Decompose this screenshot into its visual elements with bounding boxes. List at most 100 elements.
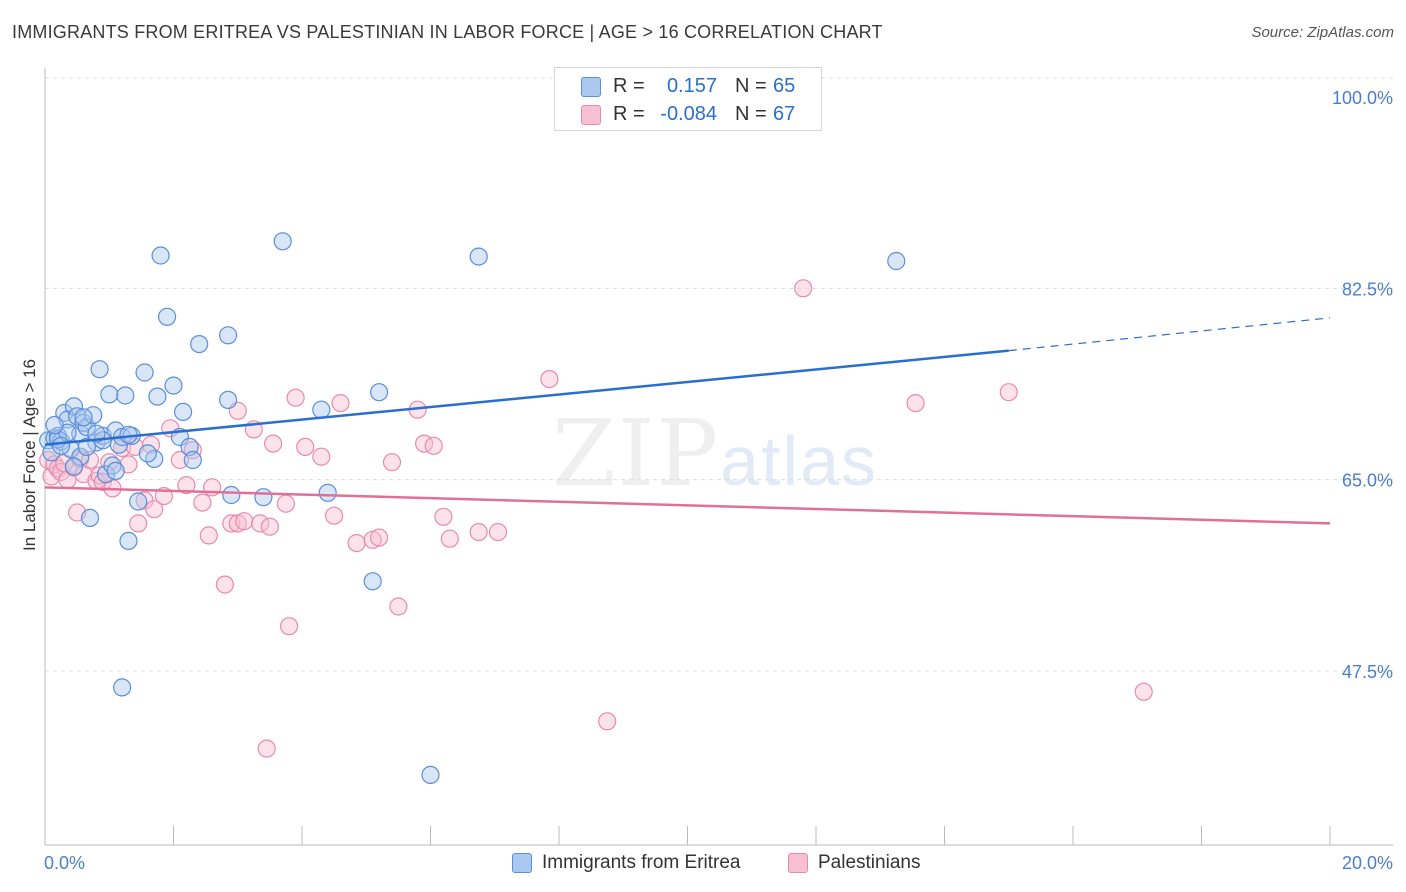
data-point <box>80 508 100 528</box>
data-point <box>273 232 292 251</box>
data-point <box>119 531 138 551</box>
data-point <box>106 461 125 480</box>
data-point <box>138 444 157 463</box>
data-point <box>260 517 279 536</box>
data-point <box>77 437 96 456</box>
data-point <box>469 247 488 266</box>
data-point <box>440 529 459 548</box>
data-point <box>183 441 202 460</box>
data-point <box>135 363 154 382</box>
data-point <box>100 385 119 404</box>
data-point <box>74 408 93 427</box>
data-point <box>174 402 193 421</box>
data-point <box>45 415 64 435</box>
y-tick-label: 82.5% <box>1342 279 1393 299</box>
data-point <box>145 500 164 519</box>
data-point <box>296 437 315 456</box>
watermark: ZIPatlas <box>552 400 878 507</box>
data-point <box>363 572 382 591</box>
legend-item-eritrea[interactable]: Immigrants from Eritrea <box>512 852 740 874</box>
legend-r-label: R = <box>613 102 645 125</box>
data-point <box>424 436 443 455</box>
series-palestinians <box>39 279 1153 758</box>
gridlines <box>45 77 1393 672</box>
trend-line-eritrea <box>44 349 1009 446</box>
legend-item-palestinians[interactable]: Palestinians <box>788 852 920 874</box>
data-point <box>389 597 408 616</box>
data-point <box>794 279 813 298</box>
data-point <box>347 533 366 553</box>
legend-r-value: -0.084 <box>660 102 717 125</box>
legend-swatch-pink <box>788 853 808 873</box>
data-point <box>421 765 440 785</box>
legend-n-value: 67 <box>773 102 796 125</box>
data-point <box>257 739 276 758</box>
data-point <box>151 246 170 265</box>
data-point <box>219 390 238 409</box>
data-point <box>129 514 148 533</box>
legend-swatch-blue <box>512 853 532 873</box>
legend-swatch-pink <box>581 105 601 125</box>
data-point <box>280 617 299 636</box>
legend-n-label: N = <box>735 102 767 125</box>
data-point <box>276 494 295 513</box>
data-point <box>90 360 109 379</box>
data-point <box>215 575 234 594</box>
data-point <box>222 485 241 505</box>
trend-lines <box>44 317 1331 525</box>
data-point <box>370 528 389 547</box>
data-point <box>264 434 283 453</box>
data-point <box>254 488 273 507</box>
axes <box>44 68 1393 846</box>
data-point <box>312 447 331 466</box>
data-point <box>71 447 90 466</box>
data-point <box>112 678 132 697</box>
legend-swatch-blue <box>581 77 601 97</box>
data-point <box>887 251 906 271</box>
data-point <box>331 394 350 413</box>
watermark-atlas: atlas <box>720 422 879 500</box>
data-point <box>235 512 254 531</box>
data-point <box>434 507 453 526</box>
series-legend: Immigrants from Eritrea Palestinians <box>0 852 1406 876</box>
trend-line-palestinians <box>44 486 1331 525</box>
data-point <box>64 457 84 476</box>
data-point <box>540 370 559 389</box>
data-point <box>158 307 177 326</box>
source-credit: Source: ZipAtlas.com <box>1251 24 1394 41</box>
data-point <box>598 712 617 731</box>
data-point <box>129 492 148 511</box>
data-point <box>286 388 305 407</box>
data-point <box>170 450 189 470</box>
data-point <box>87 424 106 443</box>
data-point <box>51 436 71 455</box>
legend-n-label: N = <box>735 74 767 97</box>
data-point <box>116 386 135 405</box>
correlation-legend: R = 0.157 N = 65 R = -0.084 N = 67 <box>554 67 822 131</box>
y-tick-label: 100.0% <box>1332 88 1393 108</box>
legend-n-value: 65 <box>773 74 796 97</box>
legend-r-label: R = <box>613 74 645 97</box>
data-point <box>469 522 488 542</box>
data-point <box>312 400 331 419</box>
data-point <box>103 456 122 475</box>
data-point <box>1134 682 1153 701</box>
tick-labels: 47.5% 65.0% 82.5% 100.0% 0.0% 20.0% <box>44 88 1393 873</box>
legend-label-eritrea: Immigrants from Eritrea <box>542 852 741 873</box>
data-point <box>193 493 212 512</box>
data-point <box>382 453 402 472</box>
chart-title: IMMIGRANTS FROM ERITREA VS PALESTINIAN I… <box>12 22 883 42</box>
legend-label-palestinians: Palestinians <box>818 852 921 873</box>
data-point <box>999 383 1018 402</box>
data-point <box>199 526 218 545</box>
y-tick-label: 65.0% <box>1342 471 1393 491</box>
data-point <box>190 335 209 354</box>
legend-r-value: 0.157 <box>666 74 717 97</box>
data-point <box>219 326 238 345</box>
trend-line-eritrea-extension <box>1008 317 1331 352</box>
data-point <box>177 476 196 495</box>
y-tick-label: 47.5% <box>1342 662 1393 682</box>
x-tick-label: 0.0% <box>44 853 85 873</box>
y-axis-label: In Labor Force | Age > 16 <box>20 358 39 552</box>
